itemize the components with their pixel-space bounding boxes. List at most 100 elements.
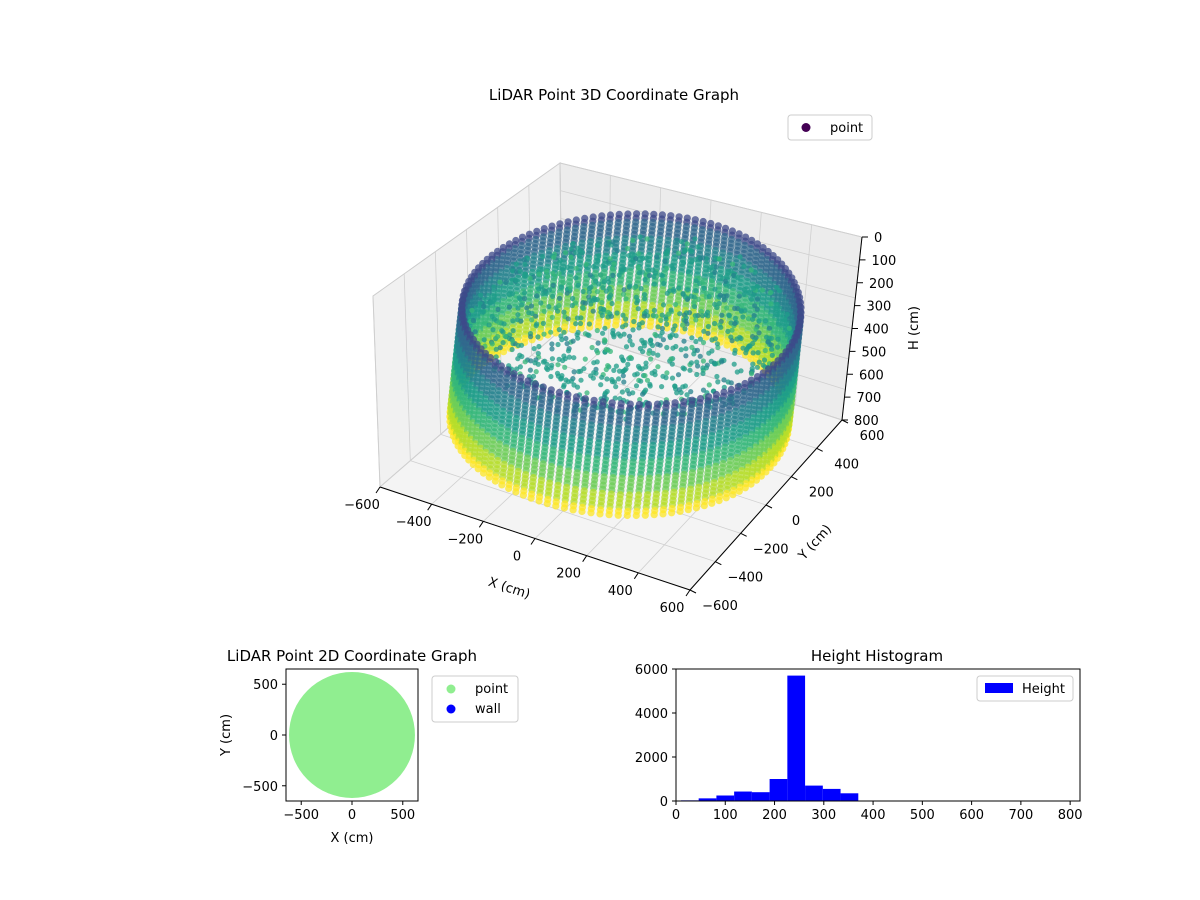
cloud-point xyxy=(595,340,601,346)
y-tick xyxy=(816,447,823,452)
cloud-point xyxy=(687,329,695,337)
cloud-point xyxy=(561,329,567,335)
cloud-point xyxy=(683,318,689,324)
cloud-point xyxy=(753,326,759,332)
cloud-point xyxy=(519,353,525,360)
y-tick-label: −400 xyxy=(727,571,763,586)
cloud-point xyxy=(558,284,565,290)
cloud-point xyxy=(622,266,628,272)
cloud-point xyxy=(603,366,609,373)
cloud-point xyxy=(619,389,626,395)
cloud-point xyxy=(544,268,550,274)
cloud-point xyxy=(728,380,734,386)
cloud-point xyxy=(527,275,533,281)
cloud-point xyxy=(612,395,618,401)
cloud-point xyxy=(603,288,609,294)
cloud-point xyxy=(583,261,589,267)
cloud-point xyxy=(481,308,487,315)
grid-line-left xyxy=(403,273,411,461)
cloud-point xyxy=(682,383,689,389)
cloud-point xyxy=(749,371,755,377)
cloud-point xyxy=(724,274,730,280)
cloud-point xyxy=(540,253,546,260)
cloud-point xyxy=(769,321,775,327)
cloud-point xyxy=(555,373,562,379)
cloud-point xyxy=(627,338,633,344)
cloud-point xyxy=(680,290,686,296)
cloud-point xyxy=(681,248,688,254)
cloud-point xyxy=(618,267,624,273)
y-tick xyxy=(715,561,722,566)
cloud-point xyxy=(661,280,667,286)
y-tick-label: 0 xyxy=(792,514,800,529)
cloud-point xyxy=(509,291,516,297)
x-axis-2d-label: X (cm) xyxy=(331,831,374,846)
cloud-point xyxy=(694,347,701,353)
cloud-point xyxy=(612,321,620,329)
cloud-point xyxy=(678,239,685,245)
cloud-point xyxy=(561,384,567,390)
cloud-point xyxy=(691,351,697,357)
cloud-point xyxy=(732,315,739,321)
cloud-point xyxy=(613,363,620,369)
cloud-point xyxy=(585,332,591,338)
cloud-point xyxy=(727,283,733,289)
x-tick-label: −600 xyxy=(344,498,380,513)
cloud-point xyxy=(651,273,657,280)
cloud-point xyxy=(713,264,719,270)
cloud-point xyxy=(725,269,731,275)
cloud-point xyxy=(610,272,616,278)
cloud-point xyxy=(732,350,738,356)
cloud-point xyxy=(651,281,657,287)
cloud-point xyxy=(642,276,648,283)
legend-2d: point wall xyxy=(431,675,519,723)
cloud-point xyxy=(731,361,737,367)
cloud-point xyxy=(573,265,579,271)
cloud-point xyxy=(536,343,542,350)
cloud-point xyxy=(715,379,721,385)
cloud-point xyxy=(768,335,775,341)
cloud-point xyxy=(701,328,707,334)
cloud-point xyxy=(548,373,554,380)
x-tick-label: −200 xyxy=(447,532,483,547)
cloud-point xyxy=(568,254,574,260)
legend-histogram-label: Height xyxy=(1022,682,1065,697)
cloud-point xyxy=(774,302,781,308)
cloud-point xyxy=(755,350,761,356)
cloud-point xyxy=(693,288,699,294)
cloud-point xyxy=(724,305,730,311)
cloud-point xyxy=(501,321,507,327)
cloud-point xyxy=(718,324,724,330)
cloud-point xyxy=(550,293,556,299)
cloud-point xyxy=(491,293,497,299)
histogram-bar xyxy=(805,785,823,801)
z-axis-label: H (cm) xyxy=(907,306,922,350)
cloud-point xyxy=(750,361,756,367)
cloud-point xyxy=(721,297,727,303)
cloud-point xyxy=(552,273,558,279)
cloud-point xyxy=(664,344,670,351)
cloud-point xyxy=(712,269,718,276)
cloud-point xyxy=(740,345,746,351)
cloud-point xyxy=(668,356,674,362)
cloud-point xyxy=(545,274,551,280)
cloud-point xyxy=(684,392,690,398)
cloud-point xyxy=(681,260,687,266)
cloud-point xyxy=(570,295,576,302)
histogram-bar xyxy=(840,793,859,801)
cloud-point xyxy=(611,261,617,267)
z-tick-label: 800 xyxy=(854,414,879,429)
cloud-point xyxy=(677,311,683,317)
cloud-point xyxy=(732,305,738,311)
cloud-point xyxy=(652,331,658,337)
cloud-point xyxy=(493,354,499,360)
cloud-point xyxy=(603,347,609,353)
cloud-point xyxy=(760,362,766,368)
cloud-point xyxy=(557,295,563,301)
cloud-point xyxy=(556,265,562,271)
cloud-point xyxy=(495,333,501,340)
cloud-point xyxy=(669,361,675,367)
hist-y-tick-label: 6000 xyxy=(635,663,668,678)
cloud-point xyxy=(658,317,664,323)
histogram-frame xyxy=(675,668,1081,802)
